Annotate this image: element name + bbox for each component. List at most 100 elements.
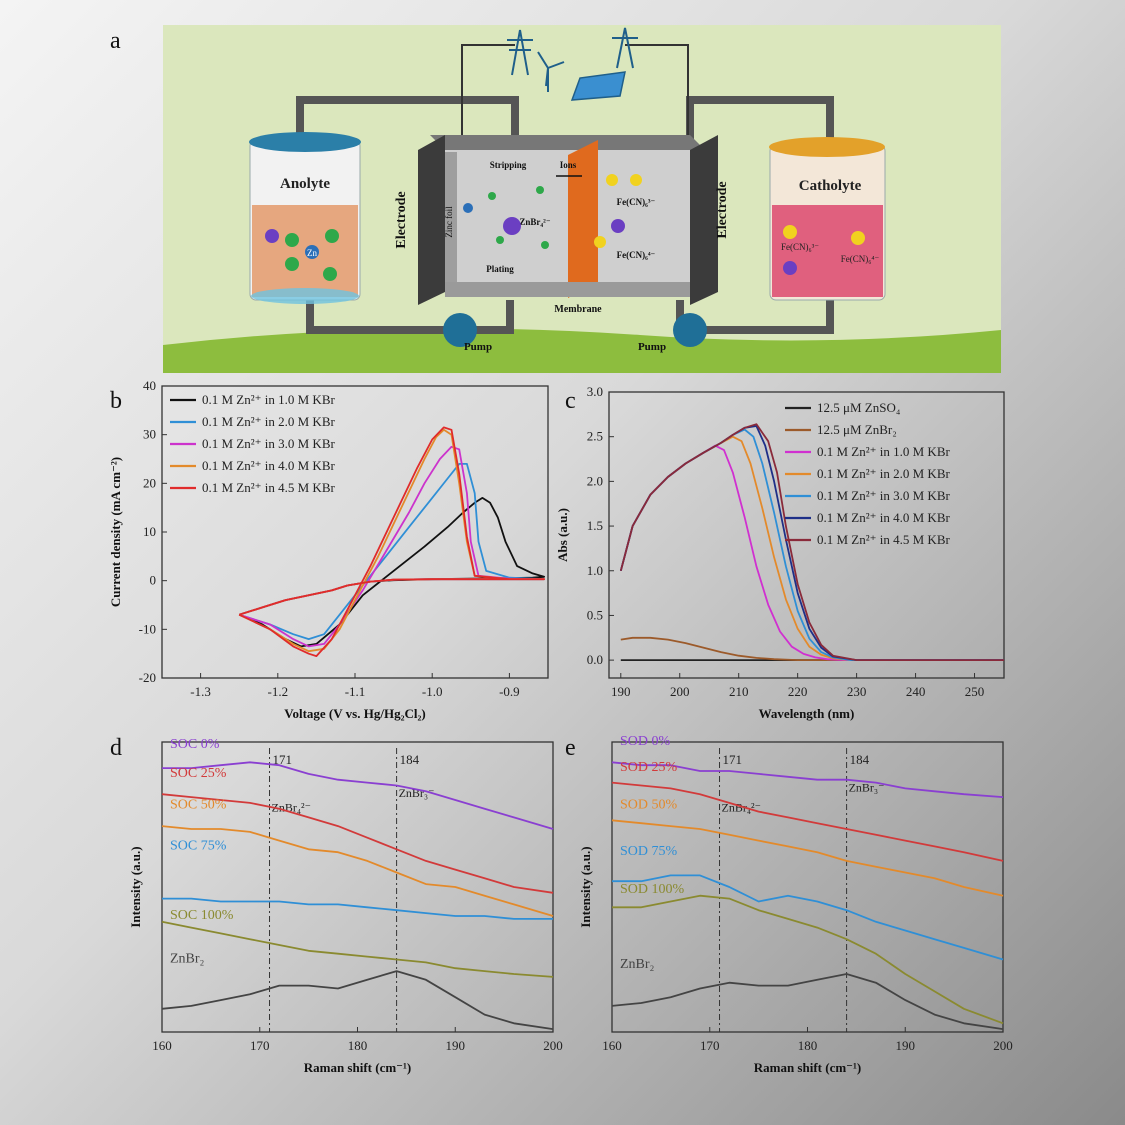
- trace-label: SOC 75%: [170, 838, 227, 853]
- power-tower-icon: [507, 29, 533, 76]
- legend-entry: 0.1 M Zn²⁺ in 4.0 M KBr: [817, 510, 950, 525]
- series-line: [161, 825, 554, 917]
- x-tick-label: 250: [965, 684, 985, 699]
- x-tick-label: -1.0: [422, 684, 443, 699]
- br-ion-icon: [323, 267, 337, 281]
- plot-frame: [608, 391, 1005, 679]
- trace-label: SOD 75%: [620, 844, 678, 859]
- trace-label: SOD 25%: [620, 760, 678, 775]
- chart-b-cv: -1.3 -1.2 -1.1 -1.0 -0.9 -20 -10 0 10 20 30 40 Volta…: [108, 378, 549, 721]
- fecn-ion-icon: [851, 231, 865, 245]
- y-axis-label: Intensity (a.u.): [128, 846, 143, 927]
- br-ion-icon: [488, 192, 496, 200]
- peak-line-label: 171: [273, 752, 293, 767]
- wind-turbine-icon: [537, 51, 565, 92]
- y-tick-label: 1.5: [587, 518, 603, 533]
- pump-left-icon: [443, 313, 477, 347]
- legend-entry: 0.1 M Zn²⁺ in 4.0 M KBr: [202, 458, 335, 473]
- br-ion-icon: [541, 241, 549, 249]
- membrane-label: Membrane: [554, 304, 602, 315]
- y-tick-label: 1.0: [587, 563, 603, 578]
- panel-a: Anolyte Zn Catholyte Fe(CN)₆³⁻ Fe(CN)₆⁴⁻: [163, 25, 1001, 373]
- zn-label: Zn: [307, 248, 317, 258]
- catholyte-label: Catholyte: [799, 178, 862, 194]
- y-axis-label: Intensity (a.u.): [578, 846, 593, 927]
- electrode-left-label: Electrode: [394, 191, 409, 248]
- series-line: [611, 973, 1004, 1030]
- series-line: [612, 894, 1004, 1025]
- k-ion-icon: [783, 261, 797, 275]
- zinc-foil-label: Zinc foil: [444, 206, 454, 238]
- catholyte-tank: Catholyte Fe(CN)₆³⁻ Fe(CN)₆⁴⁻: [769, 137, 886, 301]
- peak-label-znbr4: ZnBr₄²⁻: [272, 801, 311, 815]
- legend-entry: 0.1 M Zn²⁺ in 2.0 M KBr: [817, 466, 950, 481]
- y-axis-label: Current density (mA cm⁻²): [108, 457, 123, 607]
- x-tick-label: 200: [543, 1038, 563, 1053]
- zn-ion-icon: [305, 245, 319, 259]
- peak-line-label: 184: [400, 752, 420, 767]
- series-line: [620, 636, 1004, 661]
- y-tick-label: 40: [143, 378, 156, 393]
- series-line: [161, 970, 554, 1030]
- x-tick-label: 230: [847, 684, 867, 699]
- fecn-catholyte-label-2: Fe(CN)₆⁴⁻: [841, 254, 880, 264]
- x-tick-label: 170: [700, 1038, 720, 1053]
- legend-entry: 0.1 M Zn²⁺ in 3.0 M KBr: [202, 436, 335, 451]
- trace-label: SOD 50%: [620, 798, 678, 813]
- br-ion-icon: [325, 229, 339, 243]
- y-tick-label: 3.0: [587, 384, 603, 399]
- trace-label: SOD 100%: [620, 882, 685, 897]
- membrane: [568, 140, 598, 298]
- k-ion-icon: [265, 229, 279, 243]
- x-tick-label: 160: [602, 1038, 622, 1053]
- y-tick-label: 30: [143, 427, 156, 442]
- legend-entry: 0.1 M Zn²⁺ in 4.5 M KBr: [202, 480, 335, 495]
- fecn4-label: Fe(CN)₆⁴⁻: [617, 250, 656, 260]
- panel-letter-d: d: [110, 735, 122, 761]
- plot-frame: [161, 385, 549, 679]
- x-tick-label: 170: [250, 1038, 270, 1053]
- znbr4-label: ZnBr₄²⁻: [519, 217, 550, 227]
- x-axis-label: Raman shift (cm⁻¹): [754, 1060, 862, 1075]
- br-ion-icon: [496, 236, 504, 244]
- fecn-ion-icon: [630, 174, 642, 186]
- y-tick-label: 10: [143, 524, 156, 539]
- legend-entry: 0.1 M Zn²⁺ in 1.0 M KBr: [817, 444, 950, 459]
- trace-label: SOC 50%: [170, 798, 227, 813]
- pipe-bottom-right: [676, 300, 834, 334]
- legend-entry: 0.1 M Zn²⁺ in 1.0 M KBr: [202, 392, 335, 407]
- trace-label: SOC 100%: [170, 908, 234, 923]
- peak-line-label: 171: [723, 752, 743, 767]
- stripping-label: Stripping: [490, 160, 527, 170]
- fecn-ion-icon: [606, 174, 618, 186]
- x-tick-label: -1.3: [190, 684, 211, 699]
- x-tick-label: 220: [788, 684, 808, 699]
- series-line: [612, 874, 1004, 961]
- y-tick-label: 2.5: [587, 429, 603, 444]
- x-tick-label: 180: [798, 1038, 818, 1053]
- x-tick-label: 190: [446, 1038, 466, 1053]
- plating-label: Plating: [486, 264, 514, 274]
- pipe-top-right: [686, 96, 834, 150]
- peak-line-label: 184: [850, 752, 870, 767]
- trace-label: ZnBr₂: [170, 951, 205, 966]
- x-tick-label: 200: [993, 1038, 1013, 1053]
- x-tick-label: 190: [611, 684, 631, 699]
- pump-right-label: Pump: [638, 341, 666, 353]
- x-axis-label: Wavelength (nm): [759, 706, 855, 721]
- plot-frame: [161, 741, 554, 1033]
- y-tick-label: -10: [139, 621, 156, 636]
- fecn3-label: Fe(CN)₆³⁻: [617, 197, 656, 207]
- x-tick-label: 180: [348, 1038, 368, 1053]
- series-line: [238, 426, 545, 657]
- series-line: [162, 897, 553, 920]
- series-line: [611, 819, 1004, 897]
- left-electrode: [418, 135, 445, 305]
- series-line: [611, 781, 1004, 862]
- fecn-ion-icon: [594, 236, 606, 248]
- br-ion-icon: [285, 257, 299, 271]
- pipe-top-left: [296, 96, 519, 150]
- y-tick-label: -20: [139, 670, 156, 685]
- x-tick-label: 160: [152, 1038, 172, 1053]
- panel-letter-a: a: [110, 28, 121, 54]
